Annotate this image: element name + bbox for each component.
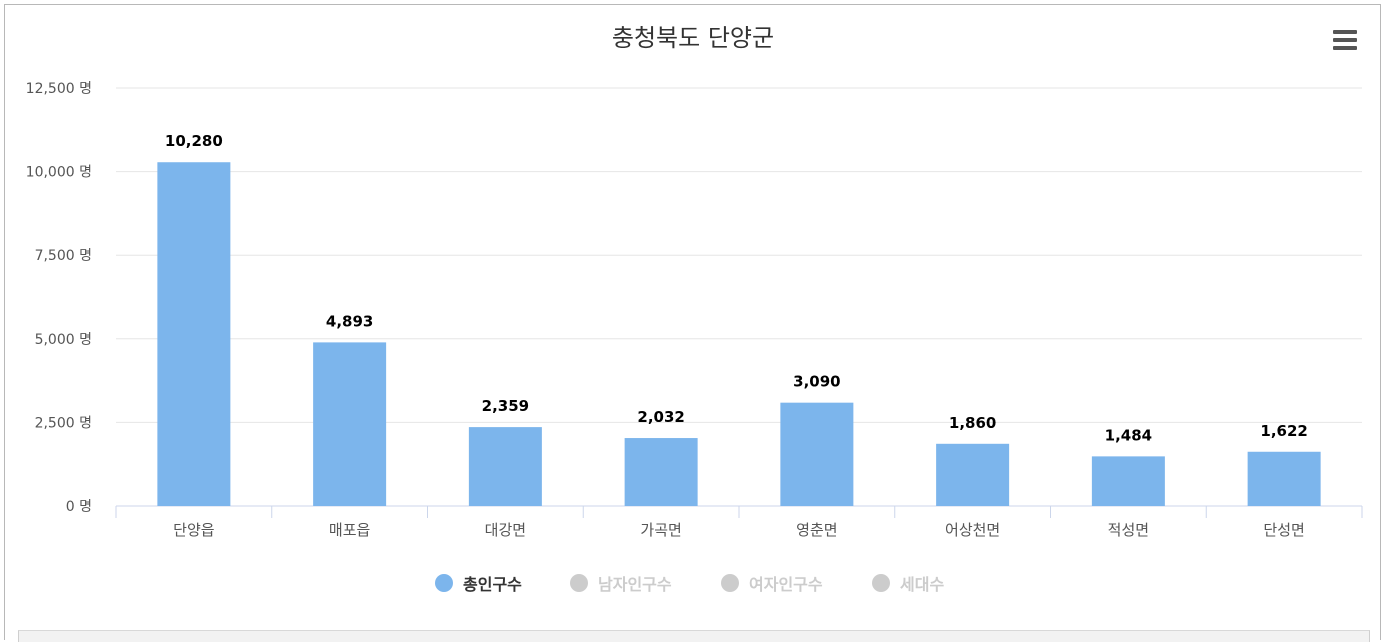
y-tick-label: 0 명: [66, 499, 92, 515]
chart-container: [4, 4, 1381, 640]
hamburger-menu-icon: [1333, 30, 1357, 34]
y-tick-label: 10,000 명: [26, 165, 92, 181]
data-label: 3,090: [793, 373, 840, 391]
data-label: 10,280: [165, 132, 223, 150]
x-tick-label: 매포읍: [329, 521, 370, 539]
legend-item-0[interactable]: 총인구수: [435, 571, 522, 595]
hamburger-menu-icon-bar: [1333, 46, 1357, 50]
bar: [468, 427, 542, 506]
bar: [1091, 456, 1165, 506]
y-tick-label: 12,500 명: [26, 81, 92, 97]
data-label: 2,359: [482, 397, 529, 415]
y-tick-label: 7,500 명: [35, 248, 92, 264]
legend-item-2[interactable]: 여자인구수: [721, 571, 823, 595]
bar: [313, 342, 387, 506]
bar: [780, 402, 854, 506]
chart-title: 충청북도 단양군: [611, 24, 775, 52]
data-label: 1,484: [1105, 426, 1152, 444]
x-tick-label: 가곡면: [640, 521, 681, 539]
legend-item-3[interactable]: 세대수: [872, 571, 944, 595]
hamburger-menu-icon-bar: [1333, 38, 1357, 42]
y-tick-label: 2,500 명: [35, 415, 92, 431]
legend-dot-icon: [435, 574, 453, 592]
data-label: 1,622: [1260, 422, 1307, 440]
context-menu-button[interactable]: [1330, 28, 1360, 52]
legend-dot-icon: [872, 574, 890, 592]
legend-item-1[interactable]: 남자인구수: [570, 571, 672, 595]
legend-label: 세대수: [900, 575, 945, 594]
chart-legend: 총인구수 남자인구수 여자인구수 세대수: [0, 571, 1386, 595]
x-tick-label: 영춘면: [796, 521, 837, 539]
bar: [936, 443, 1010, 506]
x-tick-label: 단양읍: [173, 521, 214, 539]
legend-label: 총인구수: [463, 575, 522, 594]
x-tick-label: 어상천면: [945, 521, 1000, 539]
data-label: 2,032: [637, 408, 684, 426]
data-label: 1,860: [949, 414, 996, 432]
bar: [624, 438, 698, 506]
bar: [1247, 451, 1321, 506]
x-tick-label: 대강면: [485, 521, 526, 539]
horizontal-scrollbar[interactable]: [18, 630, 1370, 642]
bar: [157, 162, 231, 506]
data-label: 4,893: [326, 312, 373, 330]
legend-label: 남자인구수: [598, 575, 672, 594]
x-tick-label: 단성면: [1263, 521, 1304, 539]
y-tick-label: 5,000 명: [35, 332, 92, 348]
x-tick-label: 적성면: [1108, 521, 1149, 539]
legend-dot-icon: [721, 574, 739, 592]
legend-dot-icon: [570, 574, 588, 592]
legend-label: 여자인구수: [749, 575, 823, 594]
